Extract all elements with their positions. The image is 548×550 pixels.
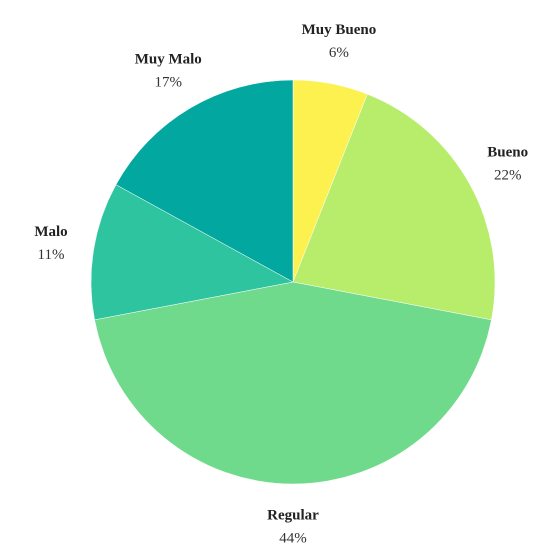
- slice-value-label: 22%: [494, 167, 522, 183]
- slice-value-label: 11%: [38, 247, 65, 263]
- slice-name: Muy Bueno: [302, 22, 377, 38]
- slice-name: Regular: [267, 507, 319, 523]
- pie-slice: [115, 79, 294, 283]
- slice-name: Muy Malo: [135, 52, 202, 68]
- pie-slice: [292, 93, 496, 321]
- slice-name: Malo: [34, 224, 67, 240]
- pie-slice: [90, 184, 294, 321]
- slice-value-label: 17%: [155, 75, 183, 91]
- slice-name: Bueno: [487, 144, 528, 160]
- slice-value-label: 44%: [279, 530, 307, 546]
- pie-slice: [94, 281, 492, 485]
- slice-value-label: 6%: [329, 45, 349, 61]
